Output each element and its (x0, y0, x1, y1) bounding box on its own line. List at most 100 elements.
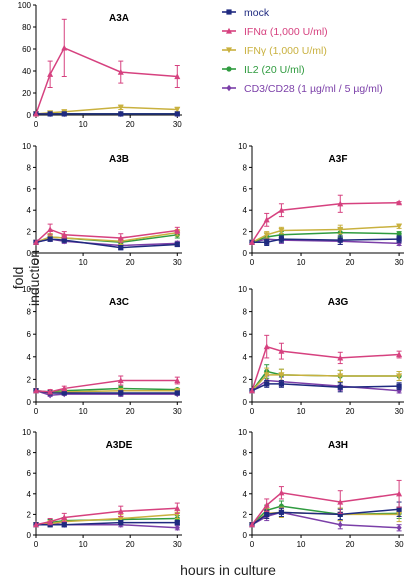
x-tick-label: 30 (395, 407, 404, 416)
series-cd3-cd28-1-g-ml-5-g-ml (249, 375, 402, 394)
data-point (337, 237, 343, 243)
data-point (47, 111, 53, 117)
data-point (174, 524, 180, 531)
panel-a3f: 0 2 4 6 8 10 0 10 20 30 A3F (238, 142, 404, 267)
x-tick-label: 20 (126, 540, 135, 549)
panel-a3h: 0 2 4 6 8 10 0 10 20 30 A3H (238, 428, 404, 549)
series-ifn-1-000-u-ml (33, 375, 181, 395)
legend-marker (226, 84, 232, 92)
series-line (35, 46, 178, 115)
y-tick-label: 0 (27, 531, 32, 540)
y-tick-label: 0 (243, 398, 248, 407)
legend-marker (226, 9, 232, 15)
data-point (278, 372, 285, 379)
y-tick-label: 4 (243, 353, 248, 362)
x-tick-label: 20 (346, 258, 355, 267)
x-tick-label: 20 (346, 407, 355, 416)
series-mock (249, 235, 402, 247)
legend-label: IFNγ (1,000 U/ml) (244, 45, 327, 57)
y-tick-label: 80 (22, 23, 31, 32)
data-point (396, 373, 403, 380)
x-tick-label: 20 (126, 120, 135, 129)
data-point (278, 347, 285, 354)
y-tick-label: 10 (238, 285, 247, 294)
data-point (278, 227, 285, 234)
legend-label: IFNα (1,000 U/ml) (244, 26, 328, 38)
data-point (174, 520, 180, 526)
x-tick-label: 20 (346, 540, 355, 549)
data-point (263, 232, 270, 239)
legend-marker (226, 66, 232, 72)
panel-title: A3G (328, 297, 349, 308)
data-point (337, 373, 344, 380)
data-point (278, 207, 285, 213)
y-tick-label: 4 (27, 353, 32, 362)
series-ifn-1-000-u-ml (33, 223, 181, 245)
y-tick-label: 4 (243, 490, 248, 499)
data-point (337, 226, 344, 233)
panel-title: A3A (109, 13, 129, 24)
x-tick-label: 20 (126, 407, 135, 416)
y-tick-label: 2 (243, 375, 248, 384)
data-point (263, 343, 270, 350)
series-ifn-1-000-u-ml (249, 479, 403, 528)
data-point (264, 239, 270, 245)
x-axis-label: hours in culture (180, 562, 276, 578)
data-point (174, 111, 180, 117)
data-point (278, 489, 285, 496)
y-tick-label: 0 (27, 111, 32, 120)
data-point (33, 110, 39, 117)
x-tick-label: 10 (79, 540, 88, 549)
data-point (396, 223, 403, 230)
legend-marker (226, 27, 232, 34)
data-point (61, 522, 67, 528)
data-point (47, 236, 53, 242)
data-point (263, 501, 270, 508)
y-axis-label: fold induction (10, 249, 42, 307)
y-tick-label: 0 (243, 531, 248, 540)
y-tick-label: 8 (27, 449, 32, 458)
data-point (61, 237, 67, 243)
series-ifn-1-000-u-ml (33, 502, 181, 528)
y-tick-label: 10 (22, 285, 31, 294)
legend: mock IFNα (1,000 U/ml) IFNγ (1,000 U/ml) IL… (222, 7, 383, 95)
panel-title: A3F (329, 154, 348, 165)
y-tick-label: 4 (27, 490, 32, 499)
series-ifn-1-000-u-ml (249, 334, 403, 394)
y-tick-label: 0 (27, 249, 32, 258)
y-tick-label: 6 (27, 185, 32, 194)
y-tick-label: 0 (27, 398, 32, 407)
data-point (337, 498, 344, 505)
series-ifn-1-000-u-ml (33, 18, 181, 117)
legend-item-ifn-1-000-u-ml: IFNγ (1,000 U/ml) (222, 45, 327, 57)
y-tick-label: 4 (27, 206, 32, 215)
legend-label: IL2 (20 U/ml) (244, 64, 305, 76)
data-point (174, 505, 181, 511)
y-tick-label: 2 (27, 510, 32, 519)
data-point (396, 231, 402, 237)
legend-marker (226, 47, 232, 54)
data-point (61, 385, 68, 392)
legend-label: mock (244, 7, 270, 19)
data-point (174, 227, 181, 234)
data-point (249, 239, 255, 245)
data-point (264, 381, 270, 387)
x-tick-label: 0 (250, 407, 255, 416)
data-point (249, 521, 255, 528)
data-point (174, 377, 181, 384)
legend-item-ifn-1-000-u-ml: IFNα (1,000 U/ml) (222, 26, 328, 38)
series-line (251, 379, 400, 392)
data-point (337, 511, 343, 517)
x-tick-label: 30 (395, 258, 404, 267)
data-point (117, 104, 124, 111)
data-point (118, 111, 124, 117)
data-point (278, 236, 285, 242)
y-tick-label: 2 (27, 375, 32, 384)
data-point (396, 490, 403, 497)
y-tick-label: 2 (243, 510, 248, 519)
data-point (61, 111, 67, 117)
y-tick-label: 8 (27, 308, 32, 317)
data-point (47, 388, 54, 395)
data-point (33, 239, 39, 245)
